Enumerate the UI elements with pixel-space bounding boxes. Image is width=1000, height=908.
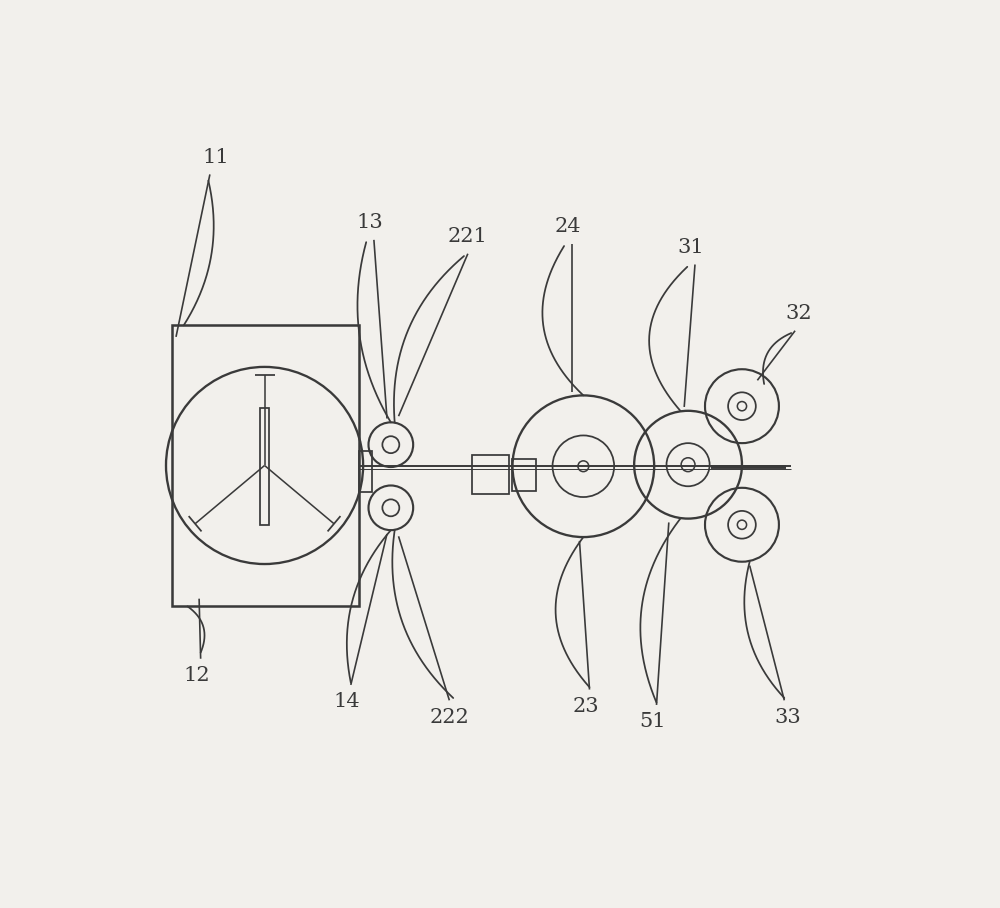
Text: 32: 32 bbox=[786, 304, 812, 323]
Bar bbox=[512, 459, 536, 491]
Text: 221: 221 bbox=[448, 227, 488, 246]
Bar bbox=[260, 408, 269, 525]
Bar bbox=[358, 451, 372, 492]
Text: 12: 12 bbox=[183, 666, 210, 686]
Bar bbox=[472, 456, 509, 494]
Text: 222: 222 bbox=[429, 707, 469, 726]
Text: 14: 14 bbox=[334, 693, 360, 711]
Text: 11: 11 bbox=[203, 148, 229, 167]
Text: 23: 23 bbox=[572, 697, 599, 716]
Text: 51: 51 bbox=[639, 713, 666, 731]
Bar bbox=[172, 325, 358, 607]
Text: 24: 24 bbox=[555, 217, 581, 236]
Text: 33: 33 bbox=[775, 707, 802, 726]
Text: 13: 13 bbox=[357, 213, 383, 232]
Text: 31: 31 bbox=[678, 238, 705, 257]
